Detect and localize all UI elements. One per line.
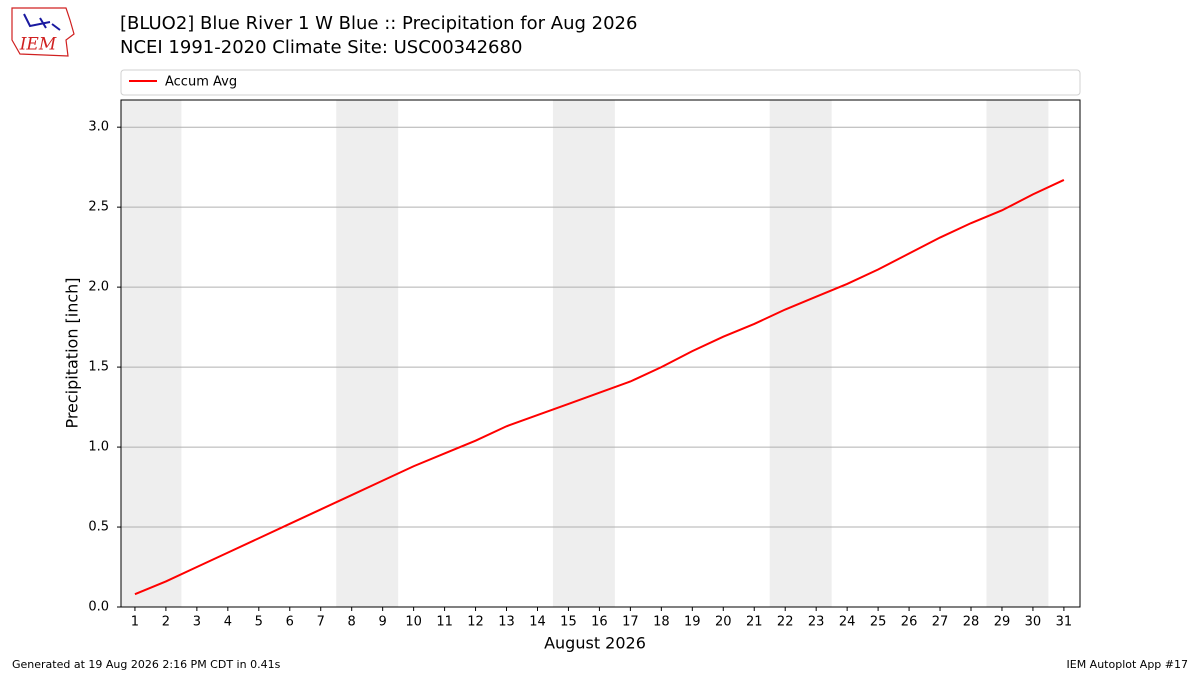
x-tick-label: 10 (405, 615, 422, 630)
x-tick-label: 28 (963, 615, 980, 630)
x-tick-label: 21 (746, 615, 763, 630)
legend-box (120, 69, 1081, 96)
y-tick-label: 2.5 (88, 200, 109, 215)
x-tick-label: 19 (684, 615, 701, 630)
x-tick-label: 5 (255, 615, 263, 630)
x-tick-label: 13 (498, 615, 515, 630)
logo-outline (11, 7, 75, 57)
x-tick-label: 1 (131, 615, 139, 630)
chart-title: [BLUO2] Blue River 1 W Blue :: Precipita… (120, 13, 637, 34)
y-tick-label: 0.0 (88, 600, 109, 615)
x-tick-label: 8 (348, 615, 356, 630)
x-tick-label: 6 (286, 615, 294, 630)
x-tick-label: 16 (591, 615, 608, 630)
x-tick-label: 29 (994, 615, 1011, 630)
weekend-shade (769, 100, 832, 607)
x-tick-label: 20 (715, 615, 732, 630)
chart-subtitle: NCEI 1991-2020 Climate Site: USC00342680 (120, 37, 522, 58)
x-tick-label: 4 (224, 615, 232, 630)
x-tick-label: 22 (777, 615, 794, 630)
y-tick-label: 1.5 (88, 360, 109, 375)
y-axis-label: Precipitation [inch] (63, 277, 82, 428)
x-axis-label: August 2026 (544, 634, 646, 653)
weekend-shade (336, 100, 399, 607)
y-tick-label: 2.0 (88, 280, 109, 295)
series-line (134, 179, 1065, 596)
x-tick-label: 3 (193, 615, 201, 630)
footer-left: Generated at 19 Aug 2026 2:16 PM CDT in … (12, 658, 281, 671)
x-tick-label: 12 (467, 615, 484, 630)
x-tick-label: 11 (436, 615, 453, 630)
weekend-shade (552, 100, 615, 607)
logo-icon (23, 13, 61, 31)
x-tick-label: 18 (653, 615, 670, 630)
logo-text: IEM (19, 35, 57, 55)
x-tick-label: 25 (870, 615, 887, 630)
x-tick-label: 2 (162, 615, 170, 630)
footer-right: IEM Autoplot App #17 (1067, 658, 1189, 671)
x-tick-label: 7 (317, 615, 325, 630)
x-tick-label: 26 (901, 615, 918, 630)
x-tick-label: 9 (379, 615, 387, 630)
x-tick-label: 27 (932, 615, 949, 630)
y-tick-label: 3.0 (88, 120, 109, 135)
plot-frame (120, 99, 1081, 608)
y-tick-label: 1.0 (88, 440, 109, 455)
x-tick-label: 24 (839, 615, 856, 630)
x-tick-label: 15 (560, 615, 577, 630)
weekend-shade (121, 100, 182, 607)
x-tick-label: 31 (1056, 615, 1073, 630)
weekend-shade (986, 100, 1049, 607)
y-tick-label: 0.5 (88, 520, 109, 535)
x-tick-label: 14 (529, 615, 546, 630)
legend-label: Accum Avg (165, 75, 237, 90)
x-tick-label: 30 (1025, 615, 1042, 630)
logo: IEM (11, 7, 75, 57)
x-tick-label: 23 (808, 615, 825, 630)
x-tick-label: 17 (622, 615, 639, 630)
